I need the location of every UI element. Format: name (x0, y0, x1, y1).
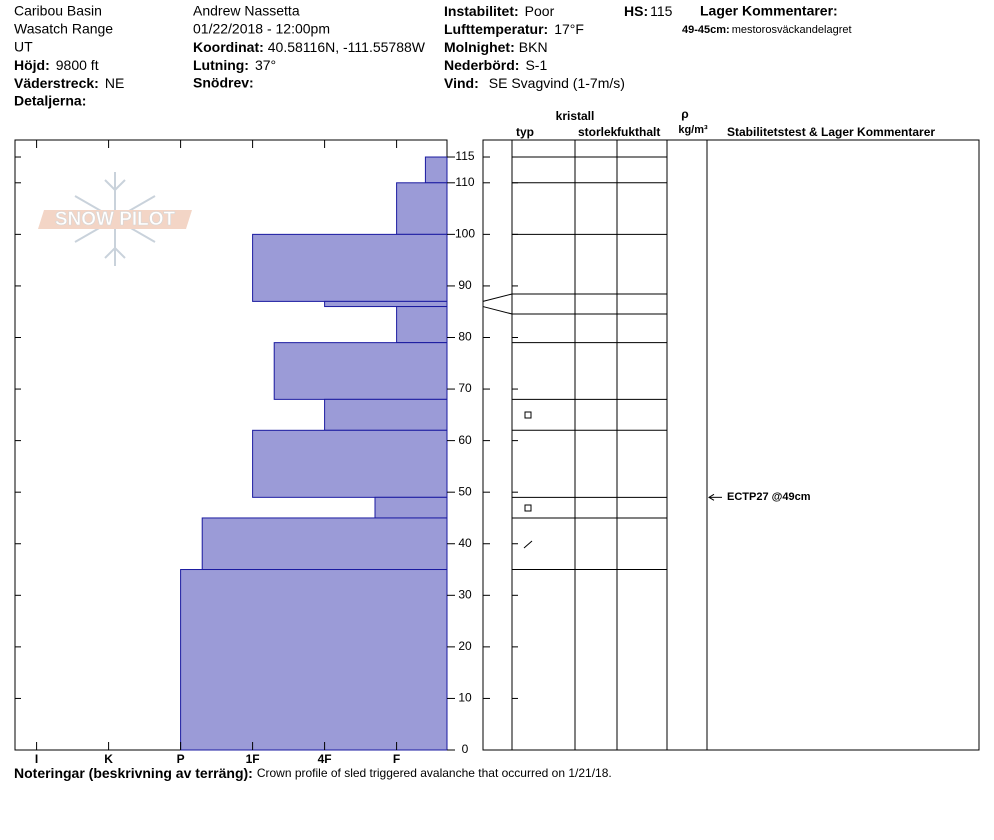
value: NE (105, 75, 124, 91)
value: 40.58116N, -111.55788W (268, 39, 426, 55)
hardness-bar (324, 300, 448, 308)
hardness-bar (396, 306, 448, 344)
label: Vind: (444, 75, 479, 91)
x-tick-label: 1F (246, 752, 260, 766)
y-tick-label: 0 (462, 742, 469, 756)
y-tick-label: 80 (458, 330, 472, 344)
value: 115 (650, 3, 673, 19)
aspect: Väderstreck: NE (14, 75, 124, 91)
hardness-bar (374, 496, 448, 519)
y-tick-label: 10 (458, 691, 472, 705)
value: Poor (525, 3, 555, 19)
x-tick-label: 4F (318, 752, 332, 766)
notes-label: Noteringar (beskrivning av terräng): (14, 765, 253, 781)
value: BKN (519, 39, 548, 55)
y-tick-label: 70 (458, 381, 472, 395)
label: Lutning: (193, 57, 249, 73)
value: 9800 ft (56, 57, 99, 73)
column-header: ρ (681, 107, 688, 121)
label: Väderstreck: (14, 75, 99, 91)
notes: Noteringar (beskrivning av terräng): Crow… (14, 765, 612, 781)
layer-connector (482, 293, 513, 302)
hardness-bar (201, 517, 448, 571)
location: UT (14, 39, 33, 55)
logo-text: SNOW PILOT (55, 209, 176, 230)
coordinates: Koordinat: 40.58116N, -111.55788W (193, 39, 426, 55)
table-frame (482, 139, 980, 751)
y-tick-label: 60 (458, 433, 472, 447)
location: Caribou Basin (14, 3, 102, 19)
layer-comments-label: Lager Kommentarer: (700, 3, 838, 19)
wind: Vind: SE Svagvind (1-7m/s) (444, 75, 625, 91)
grain-symbol (523, 540, 533, 549)
column-header: kristall (556, 109, 595, 123)
y-tick-label: 20 (458, 639, 472, 653)
x-tick-label: P (177, 752, 185, 766)
location: Wasatch Range (14, 21, 113, 37)
value: 17°F (554, 21, 584, 37)
column-header: kg/m³ (678, 124, 708, 136)
y-tick-label: 40 (458, 536, 472, 550)
grain-symbol (524, 504, 532, 512)
value: S-1 (525, 57, 547, 73)
x-tick-label: F (393, 752, 400, 766)
y-tick-label: 115 (455, 149, 474, 163)
value: 37° (255, 57, 276, 73)
label: Nederbörd: (444, 57, 519, 73)
datetime: 01/22/2018 - 12:00pm (193, 21, 330, 37)
y-tick-label: 100 (455, 227, 475, 241)
range: 49-45cm: (682, 24, 730, 36)
elevation: Höjd: 9800 ft (14, 57, 99, 73)
value: SE Svagvind (1-7m/s) (489, 75, 625, 91)
hardness-bar (273, 342, 448, 400)
plot: 0 10 20 30 40 50 60 70 80 90 100 110 115 I K P 1F 4F F ECTP… (15, 140, 811, 766)
column-header: fukthalt (617, 125, 660, 139)
hardness-bar (424, 156, 448, 184)
grain-symbol (524, 411, 532, 419)
column-header: typ (516, 125, 534, 139)
observer: Andrew Nassetta (193, 3, 300, 19)
hardness-bar (252, 429, 448, 498)
label: Instabilitet: (444, 3, 519, 19)
y-tick-label: 90 (458, 278, 472, 292)
label: HS: (624, 3, 648, 19)
instability: Instabilitet: Poor (444, 3, 555, 19)
layer-comment: 49-45cm: mestorosväckandelagret (682, 24, 852, 36)
label: Molnighet: (444, 39, 515, 55)
logo-band (38, 210, 192, 229)
hardness-bar (252, 233, 448, 302)
y-tick-label: 50 (458, 484, 472, 498)
notes-text: Crown profile of sled triggered avalanch… (257, 766, 612, 780)
x-tick-label: K (104, 752, 113, 766)
hardness-bar (396, 182, 448, 235)
stability-arrowhead (708, 493, 715, 501)
stability-test: ECTP27 @49cm (727, 491, 811, 503)
column-header: Stabilitetstest & Lager Kommentarer (727, 125, 935, 139)
label: Koordinat: (193, 39, 264, 55)
label: Lufttemperatur: (444, 21, 548, 37)
hardness-bar (324, 398, 448, 431)
wind-loading-label: Snödrev: (193, 75, 254, 91)
hs: HS: 115 (624, 3, 673, 19)
hardness-bar (180, 569, 448, 751)
table-columns (511, 140, 708, 750)
comment: mestorosväckandelagret (732, 24, 852, 36)
slope: Lutning: 37° (193, 57, 276, 73)
air-temp: Lufttemperatur: 17°F (444, 21, 584, 37)
sky: Molnighet: BKN (444, 39, 548, 55)
layer-connector (482, 306, 513, 315)
details-label: Detaljerna: (14, 93, 86, 109)
logo: SNOW PILOT (38, 172, 192, 266)
y-tick-label: 30 (458, 587, 472, 601)
precip: Nederbörd: S-1 (444, 57, 547, 73)
x-tick-label: I (35, 752, 38, 766)
label: Höjd: (14, 57, 50, 73)
y-tick-label: 110 (455, 175, 474, 189)
column-header: storlek (578, 125, 618, 139)
